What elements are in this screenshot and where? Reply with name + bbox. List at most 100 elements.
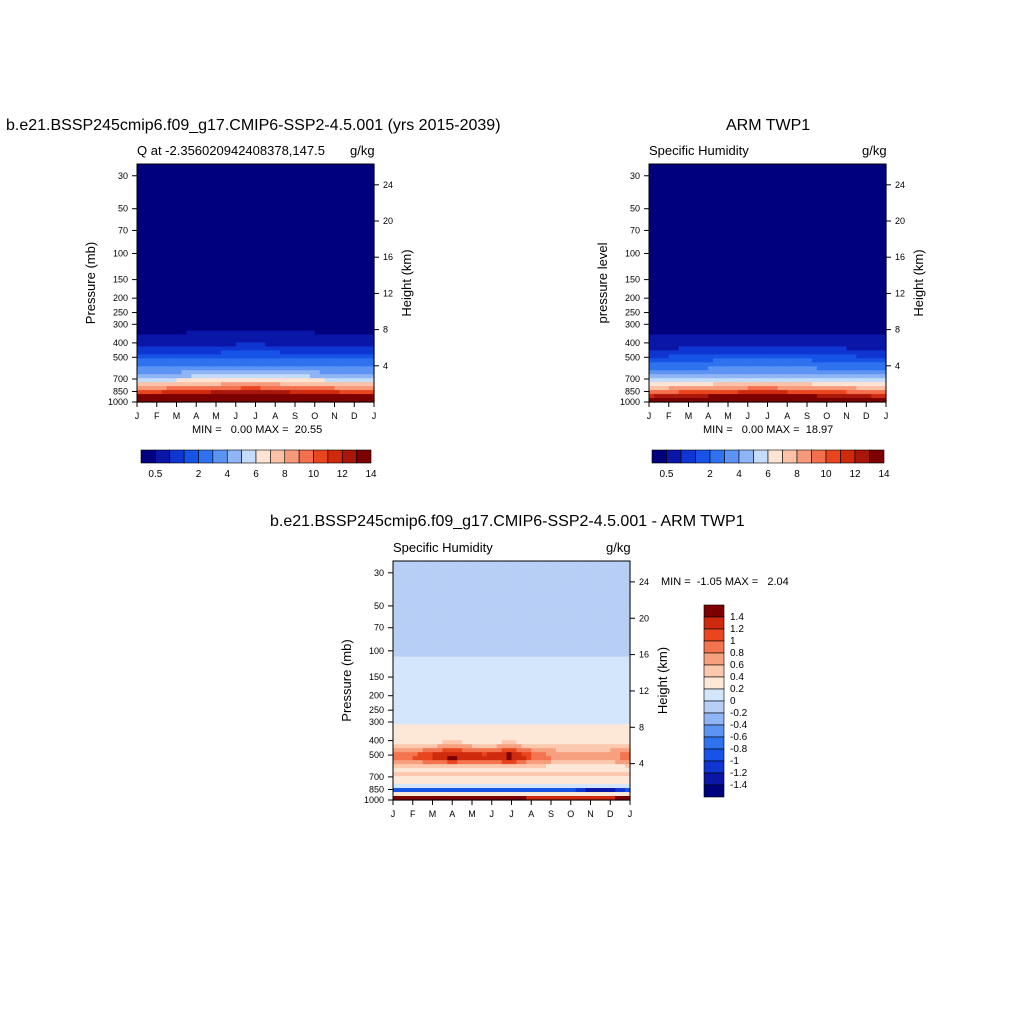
contour-cell [369,370,375,375]
x-tick-label: D [351,411,358,421]
contour-cell [206,354,212,359]
contour-cell [156,195,163,201]
contour-cell [737,183,744,189]
contour-cell [156,191,163,197]
contour-cell [732,310,739,316]
contour-cell [329,255,336,260]
contour-cell [156,398,163,403]
contour-cell [653,326,660,332]
contour-cell [826,267,833,272]
contour-cell [275,203,281,209]
contour-cell [141,215,148,221]
contour-cell [792,306,798,312]
contour-cell [693,183,699,189]
contour-cell [349,306,355,312]
contour-cell [161,187,168,193]
contour-cell [876,227,882,233]
x-tick-label: F [154,411,160,421]
contour-cell [762,259,769,264]
contour-cell [732,203,739,209]
contour-cell [295,267,301,272]
contour-cell [270,275,276,280]
contour-cell [354,247,360,252]
contour-cell [851,271,857,276]
contour-cell [359,259,365,264]
contour-cell [757,275,764,280]
contour-cell [171,279,178,284]
x-tick-label: S [292,411,298,421]
contour-cell [836,251,843,256]
contour-cell [359,179,365,185]
contour-cell [314,187,321,193]
contour-cell [703,275,709,280]
contour-cell [349,175,355,181]
contour-cell [309,183,316,189]
contour-cell [280,231,286,236]
contour-cell [176,187,183,193]
contour-cell [324,382,331,387]
contour-cell [137,259,143,264]
contour-cell [211,199,217,205]
contour-cell [698,175,704,181]
contour-cell [693,318,699,324]
contour-cell [146,235,153,240]
contour-cell [166,263,173,268]
contour-cell [314,195,321,201]
contour-cell [161,294,168,300]
contour-cell [225,171,232,177]
contour-cell [245,219,252,225]
contour-cell [683,322,690,328]
contour-cell [846,251,853,256]
contour-cell [767,263,774,268]
contour-cell [369,267,375,272]
contour-cell [290,326,296,332]
contour-cell [161,247,168,252]
contour-cell [831,183,838,189]
contour-cell [285,330,291,336]
contour-cell [304,382,311,387]
contour-cell [349,318,355,324]
contour-cell [314,358,321,363]
contour-cell [255,271,262,276]
contour-cell [757,318,764,324]
contour-cell [334,362,341,367]
contour-cell [737,263,744,268]
contour-cell [344,175,350,181]
contour-cell [658,219,665,225]
contour-cell [141,207,148,213]
contour-cell [270,235,276,240]
contour-cell [285,283,291,288]
contour-cell [206,283,212,288]
contour-cell [831,211,838,217]
contour-cell [220,179,227,185]
contour-cell [156,286,163,292]
contour-cell [861,203,867,209]
contour-cell [285,318,291,324]
contour-cell [349,326,355,332]
contour-cell [732,231,739,236]
contour-cell [354,394,360,399]
contour-cell [678,207,685,213]
contour-cell [359,271,365,276]
contour-cell [826,286,833,292]
contour-cell [359,283,365,288]
contour-cell [703,203,709,209]
contour-cell [787,271,793,276]
contour-cell [230,243,237,248]
contour-cell [166,370,173,375]
contour-cell [295,322,301,328]
contour-cell [181,326,187,332]
contour-cell [176,314,183,320]
contour-cell [369,390,375,395]
contour-cell [146,394,153,399]
contour-cell [161,267,168,272]
contour-cell [782,243,788,248]
contour-cell [339,310,345,316]
contour-cell [275,394,281,399]
contour-cell [319,239,326,244]
contour-cell [265,164,271,169]
contour-cell [797,318,803,324]
contour-cell [166,302,173,308]
contour-cell [151,207,158,213]
contour-cell [344,334,350,340]
